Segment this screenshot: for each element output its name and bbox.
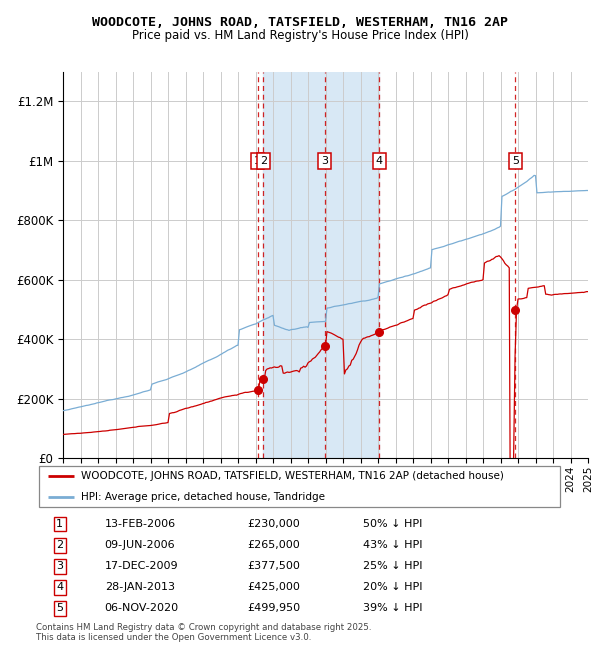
- Text: Contains HM Land Registry data © Crown copyright and database right 2025.
This d: Contains HM Land Registry data © Crown c…: [36, 623, 371, 642]
- Text: 09-JUN-2006: 09-JUN-2006: [104, 540, 175, 550]
- Text: £425,000: £425,000: [247, 582, 300, 592]
- Text: 1: 1: [56, 519, 63, 529]
- Text: 2: 2: [56, 540, 64, 550]
- Text: 2: 2: [260, 156, 267, 166]
- Text: Price paid vs. HM Land Registry's House Price Index (HPI): Price paid vs. HM Land Registry's House …: [131, 29, 469, 42]
- Text: 5: 5: [512, 156, 519, 166]
- Text: 17-DEC-2009: 17-DEC-2009: [104, 561, 178, 571]
- Text: £499,950: £499,950: [247, 603, 301, 613]
- Text: 25% ↓ HPI: 25% ↓ HPI: [364, 561, 423, 571]
- Bar: [263, 72, 379, 458]
- Text: WOODCOTE, JOHNS ROAD, TATSFIELD, WESTERHAM, TN16 2AP (detached house): WOODCOTE, JOHNS ROAD, TATSFIELD, WESTERH…: [81, 471, 504, 480]
- FancyBboxPatch shape: [38, 466, 560, 506]
- Text: 50% ↓ HPI: 50% ↓ HPI: [364, 519, 423, 529]
- Text: 06-NOV-2020: 06-NOV-2020: [104, 603, 179, 613]
- Text: 4: 4: [56, 582, 64, 592]
- Text: WOODCOTE, JOHNS ROAD, TATSFIELD, WESTERHAM, TN16 2AP: WOODCOTE, JOHNS ROAD, TATSFIELD, WESTERH…: [92, 16, 508, 29]
- Text: £265,000: £265,000: [247, 540, 300, 550]
- Text: 5: 5: [56, 603, 63, 613]
- Text: £377,500: £377,500: [247, 561, 300, 571]
- Text: 13-FEB-2006: 13-FEB-2006: [104, 519, 176, 529]
- Text: 1: 1: [254, 156, 261, 166]
- Text: 3: 3: [56, 561, 63, 571]
- Text: 20% ↓ HPI: 20% ↓ HPI: [364, 582, 423, 592]
- Text: 3: 3: [322, 156, 328, 166]
- Text: 28-JAN-2013: 28-JAN-2013: [104, 582, 175, 592]
- Text: £230,000: £230,000: [247, 519, 300, 529]
- Text: 43% ↓ HPI: 43% ↓ HPI: [364, 540, 423, 550]
- Text: HPI: Average price, detached house, Tandridge: HPI: Average price, detached house, Tand…: [81, 492, 325, 502]
- Text: 4: 4: [376, 156, 383, 166]
- Text: 39% ↓ HPI: 39% ↓ HPI: [364, 603, 423, 613]
